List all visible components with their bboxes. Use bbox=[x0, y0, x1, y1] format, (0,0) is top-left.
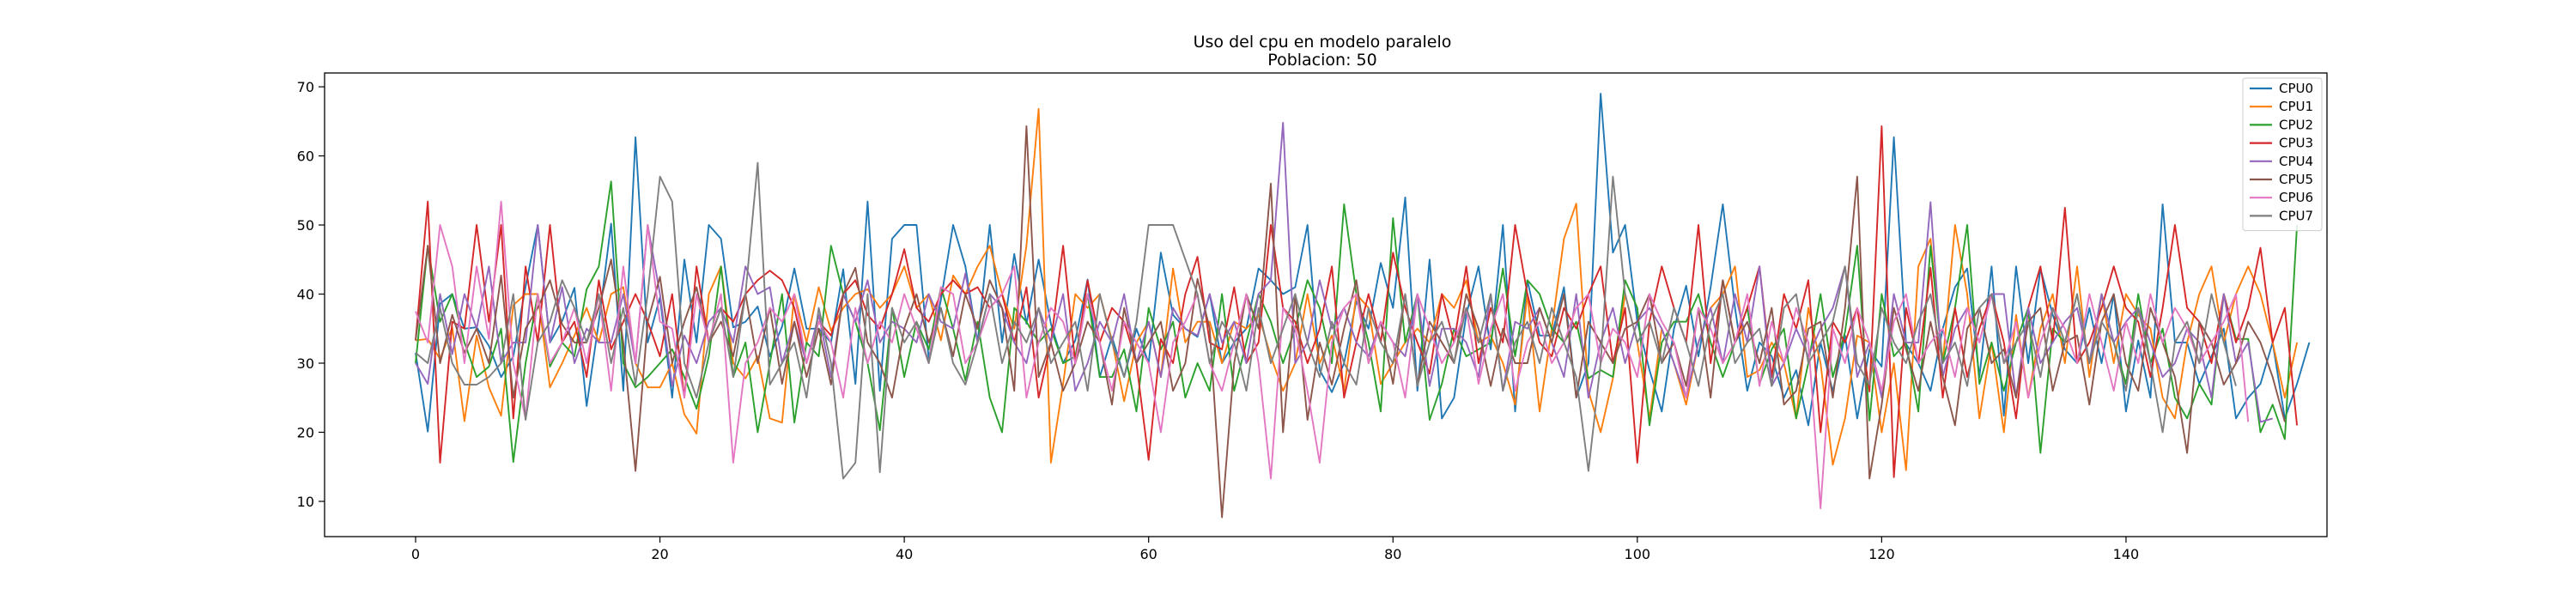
y-tick-label: 70 bbox=[297, 79, 314, 95]
legend-box bbox=[2242, 77, 2323, 232]
y-tick-label: 30 bbox=[297, 355, 314, 372]
x-tick-label: 100 bbox=[1625, 546, 1651, 562]
series-line-cpu0 bbox=[415, 93, 2311, 433]
legend: CPU0 CPU1 CPU2 CPU3 CPU4 CPU5 CPU6 CPU7 bbox=[2242, 77, 2323, 232]
legend-label: CPU5 bbox=[2279, 172, 2313, 187]
x-tick-label: 60 bbox=[1140, 546, 1157, 562]
plot-area bbox=[324, 72, 2328, 537]
y-tick-label: 40 bbox=[297, 287, 314, 303]
series-line-cpu6 bbox=[415, 200, 2250, 509]
x-tick-label: 40 bbox=[896, 546, 913, 562]
legend-label: CPU7 bbox=[2279, 208, 2313, 223]
y-axis: 10 20 30 40 50 60 70 bbox=[297, 79, 325, 510]
series-line-cpu7 bbox=[415, 161, 2237, 480]
x-axis: 0 20 40 60 80 100 120 140 bbox=[411, 537, 2139, 562]
chart-subtitle: Poblacion: 50 bbox=[1267, 51, 1376, 70]
legend-label: CPU0 bbox=[2279, 81, 2313, 96]
x-tick-label: 120 bbox=[1868, 546, 1895, 562]
series-line-cpu4 bbox=[415, 121, 2273, 423]
x-tick-label: 140 bbox=[2113, 546, 2140, 562]
legend-label: CPU4 bbox=[2279, 154, 2313, 169]
x-tick-label: 80 bbox=[1384, 546, 1401, 562]
chart-title: Uso del cpu en modelo paralelo bbox=[1194, 33, 1452, 52]
legend-label: CPU1 bbox=[2279, 99, 2313, 114]
series-line-cpu5 bbox=[415, 125, 2286, 519]
y-tick-label: 50 bbox=[297, 217, 314, 234]
y-tick-label: 60 bbox=[297, 149, 314, 165]
x-tick-label: 0 bbox=[411, 546, 420, 562]
y-tick-label: 20 bbox=[297, 424, 314, 440]
x-tick-label: 20 bbox=[651, 546, 668, 562]
legend-label: CPU3 bbox=[2279, 136, 2313, 151]
legend-label: CPU6 bbox=[2279, 190, 2313, 205]
series-layer bbox=[415, 93, 2311, 519]
y-tick-label: 10 bbox=[297, 494, 314, 510]
legend-label: CPU2 bbox=[2279, 117, 2313, 132]
